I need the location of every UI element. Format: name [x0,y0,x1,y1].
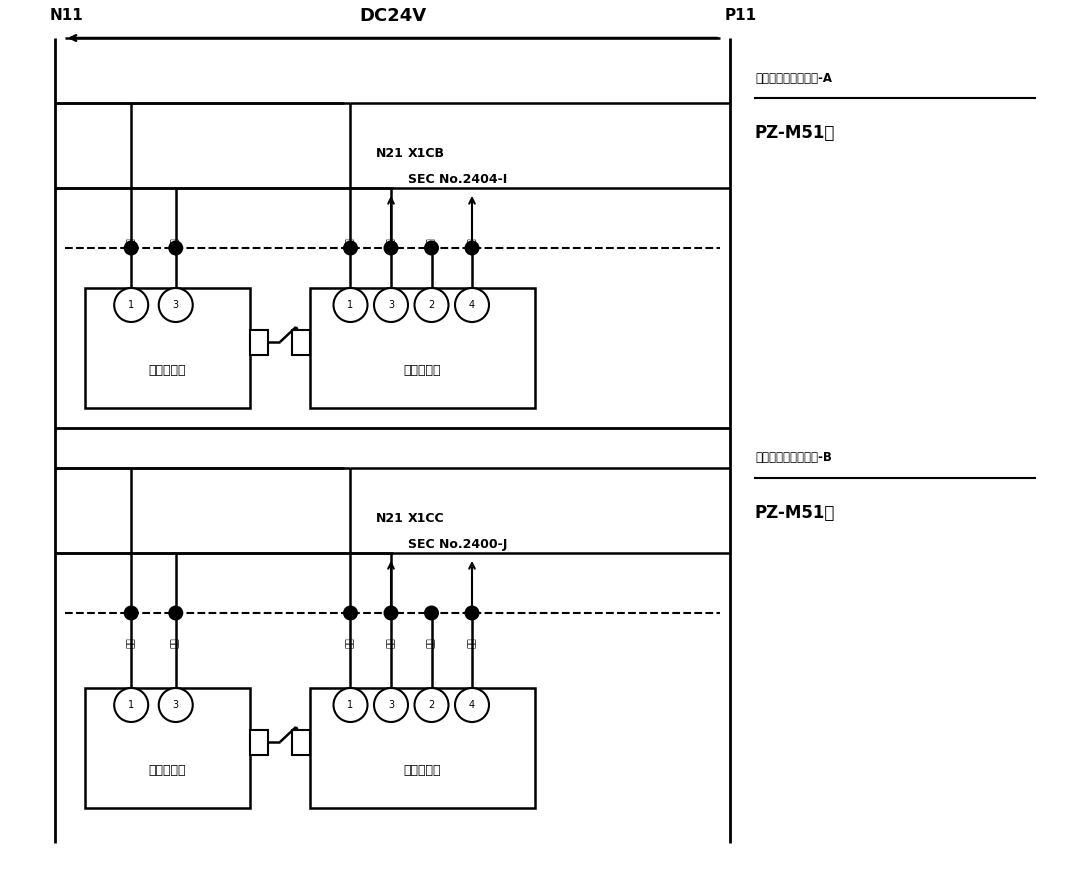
Text: PZ-M51型: PZ-M51型 [755,124,836,142]
Text: 3: 3 [173,700,178,710]
Text: 1: 1 [128,300,134,310]
Circle shape [374,288,408,322]
Text: 3: 3 [173,300,178,310]
Text: 物料位置检知光电管-B: 物料位置检知光电管-B [755,451,832,464]
Text: DC24V: DC24V [359,7,426,25]
Circle shape [114,688,148,722]
Text: 白色: 白色 [468,237,477,249]
Text: 2: 2 [429,300,434,310]
Text: 较色: 较色 [426,237,436,249]
Bar [310,288,535,408]
Circle shape [465,606,480,621]
Bar [250,730,268,754]
Text: 物料位置检知光电管-A: 物料位置检知光电管-A [755,72,832,85]
Text: （发射器）: （发射器） [149,363,186,376]
Circle shape [334,688,368,722]
Circle shape [465,240,480,256]
Bar [292,329,310,354]
Circle shape [455,688,489,722]
Circle shape [169,606,183,621]
Circle shape [415,688,448,722]
Circle shape [383,240,398,256]
Text: 3: 3 [388,300,394,310]
Text: 4: 4 [469,700,475,710]
Text: （接收器）: （接收器） [404,764,442,776]
Text: 蓝色: 蓝色 [171,637,181,649]
Circle shape [334,288,368,322]
Text: 4: 4 [469,300,475,310]
Text: 较色: 较色 [426,637,436,649]
Text: 3: 3 [388,700,394,710]
Circle shape [415,288,448,322]
Bar [85,288,250,408]
Bar [292,730,310,754]
Text: 1: 1 [347,300,354,310]
Text: 棕色: 棕色 [126,237,136,249]
Circle shape [159,288,193,322]
Circle shape [383,606,398,621]
Text: 1: 1 [347,700,354,710]
Text: N21: N21 [376,147,404,160]
Text: SEC No.2404-I: SEC No.2404-I [408,173,507,186]
Text: X1CC: X1CC [408,512,445,525]
Circle shape [124,606,138,621]
Circle shape [169,240,183,256]
Circle shape [424,240,438,256]
Text: 蓝色: 蓝色 [386,637,396,649]
Text: X1CB: X1CB [408,147,445,160]
Text: 2: 2 [429,700,434,710]
Bar [310,688,535,808]
Text: SEC No.2400-J: SEC No.2400-J [408,538,507,551]
Circle shape [455,288,489,322]
Circle shape [124,240,138,256]
Circle shape [114,288,148,322]
Bar [250,329,268,354]
Text: 棕色: 棕色 [346,237,355,249]
Bar [85,688,250,808]
Circle shape [343,240,358,256]
Text: （发射器）: （发射器） [149,764,186,776]
Circle shape [374,688,408,722]
Text: （接收器）: （接收器） [404,363,442,376]
Text: PZ-M51型: PZ-M51型 [755,504,836,522]
Text: 1: 1 [128,700,134,710]
Text: 白色: 白色 [468,637,477,649]
Text: P11: P11 [725,8,757,23]
Text: 棕色: 棕色 [126,637,136,649]
Text: 蓝色: 蓝色 [386,237,396,249]
Circle shape [424,606,438,621]
Text: N11: N11 [50,8,84,23]
Text: N21: N21 [376,512,404,525]
Text: 蓝色: 蓝色 [171,237,181,249]
Circle shape [343,606,358,621]
Circle shape [159,688,193,722]
Text: 棕色: 棕色 [346,637,355,649]
